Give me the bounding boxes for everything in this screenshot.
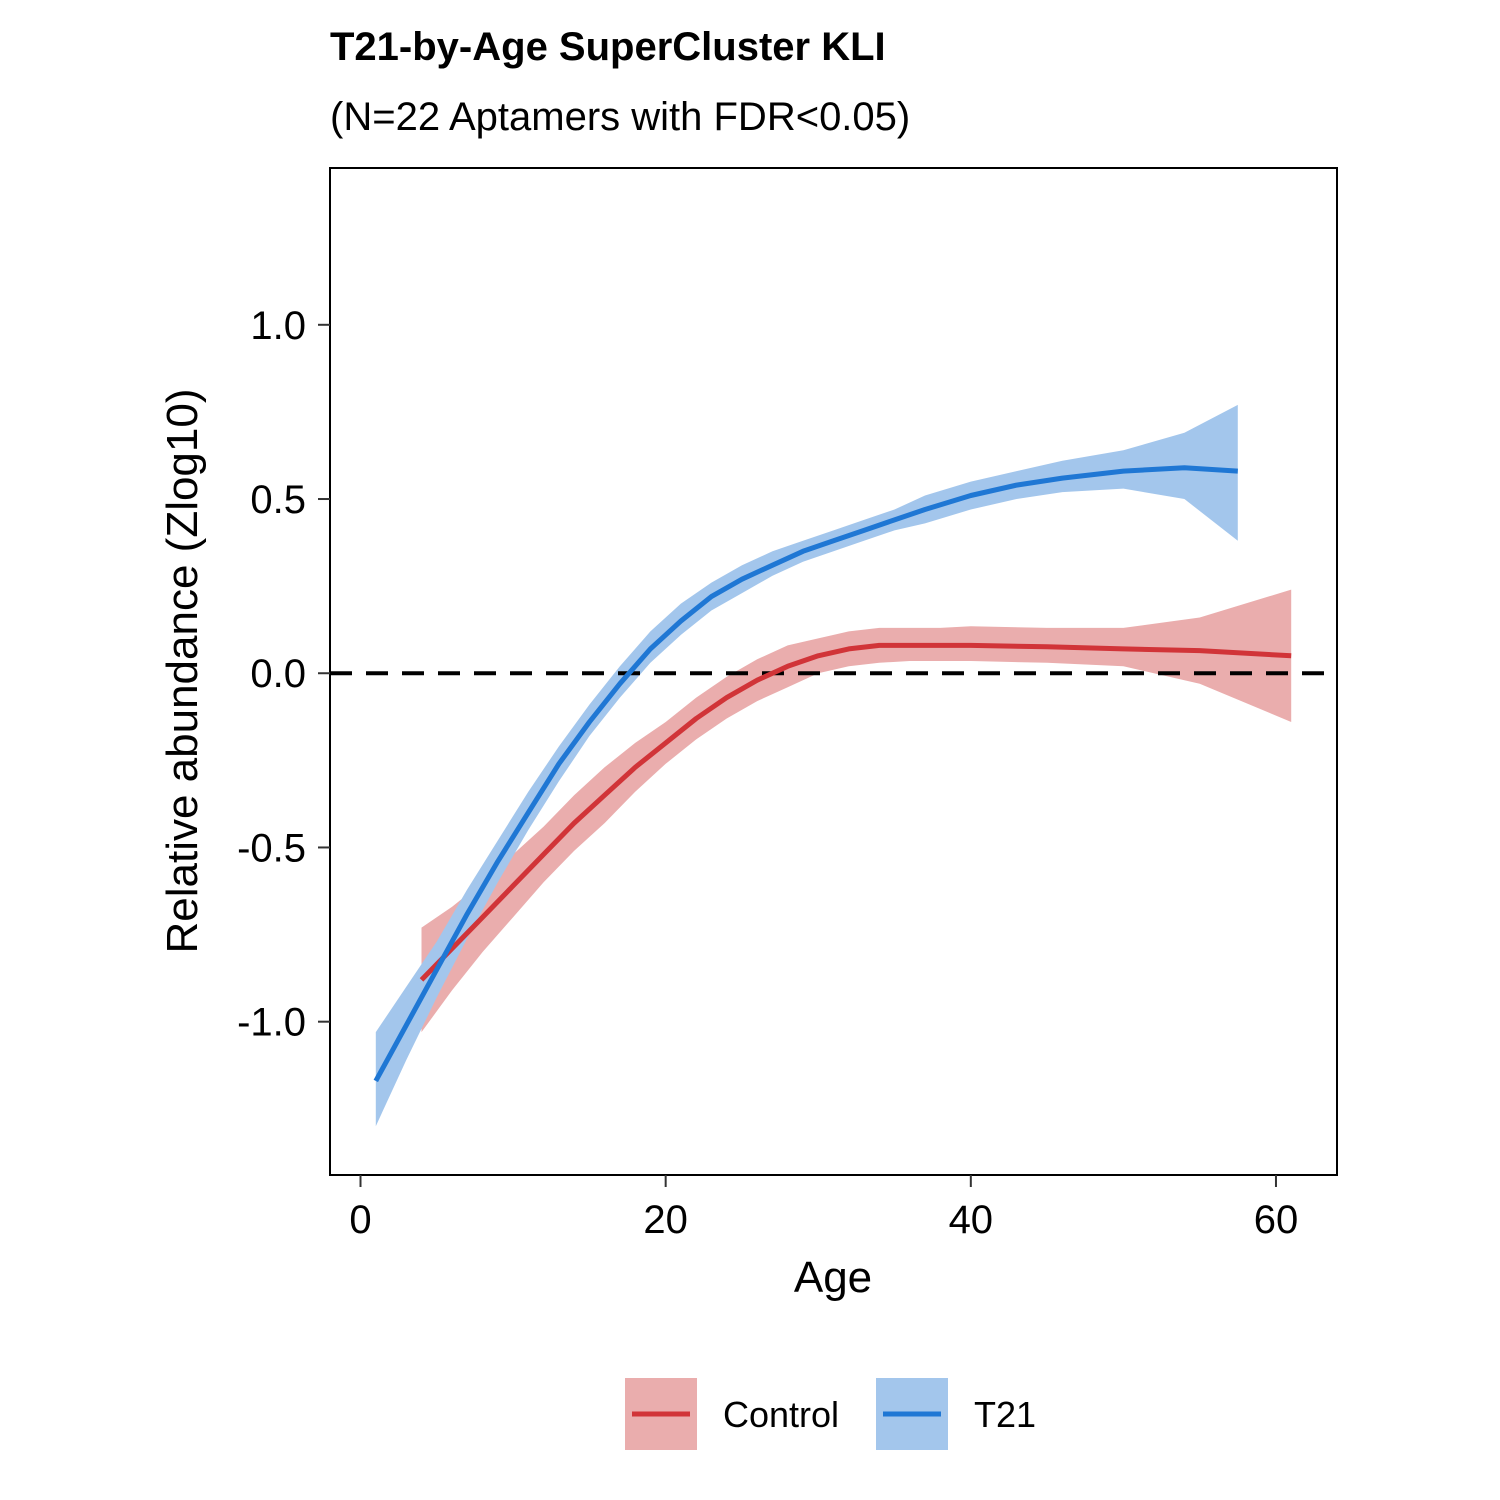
confidence-band-control bbox=[421, 589, 1292, 1033]
legend-item-t21: T21 bbox=[876, 1378, 1036, 1450]
series-line-t21 bbox=[373, 465, 1238, 1083]
confidence-band-t21 bbox=[375, 404, 1238, 1127]
x-axis: 0 20 40 60 bbox=[349, 1175, 1298, 1242]
x-axis-title: Age bbox=[794, 1253, 872, 1302]
y-tick-label: 0.5 bbox=[250, 478, 306, 522]
y-tick-label: -0.5 bbox=[237, 826, 306, 870]
y-tick-label: 1.0 bbox=[250, 304, 306, 348]
x-tick-label: 20 bbox=[643, 1198, 688, 1242]
plot-area bbox=[330, 404, 1337, 1127]
y-tick-label: -1.0 bbox=[237, 1001, 306, 1045]
x-tick-label: 60 bbox=[1254, 1198, 1299, 1242]
series-line-control bbox=[419, 642, 1292, 982]
y-tick-label: 0.0 bbox=[250, 652, 306, 696]
legend-label-control: Control bbox=[723, 1394, 839, 1435]
x-tick-label: 0 bbox=[349, 1198, 371, 1242]
legend: Control T21 bbox=[625, 1378, 1036, 1450]
legend-item-control: Control bbox=[625, 1378, 839, 1450]
x-tick-label: 40 bbox=[949, 1198, 994, 1242]
chart-title: T21-by-Age SuperCluster KLI bbox=[330, 25, 886, 69]
chart-subtitle: (N=22 Aptamers with FDR<0.05) bbox=[330, 95, 910, 139]
panel-border bbox=[329, 167, 1338, 1176]
legend-label-t21: T21 bbox=[974, 1394, 1036, 1435]
y-axis-title: Relative abundance (Zlog10) bbox=[158, 388, 207, 953]
y-axis: -1.0 -0.5 0.0 0.5 1.0 bbox=[237, 304, 330, 1045]
